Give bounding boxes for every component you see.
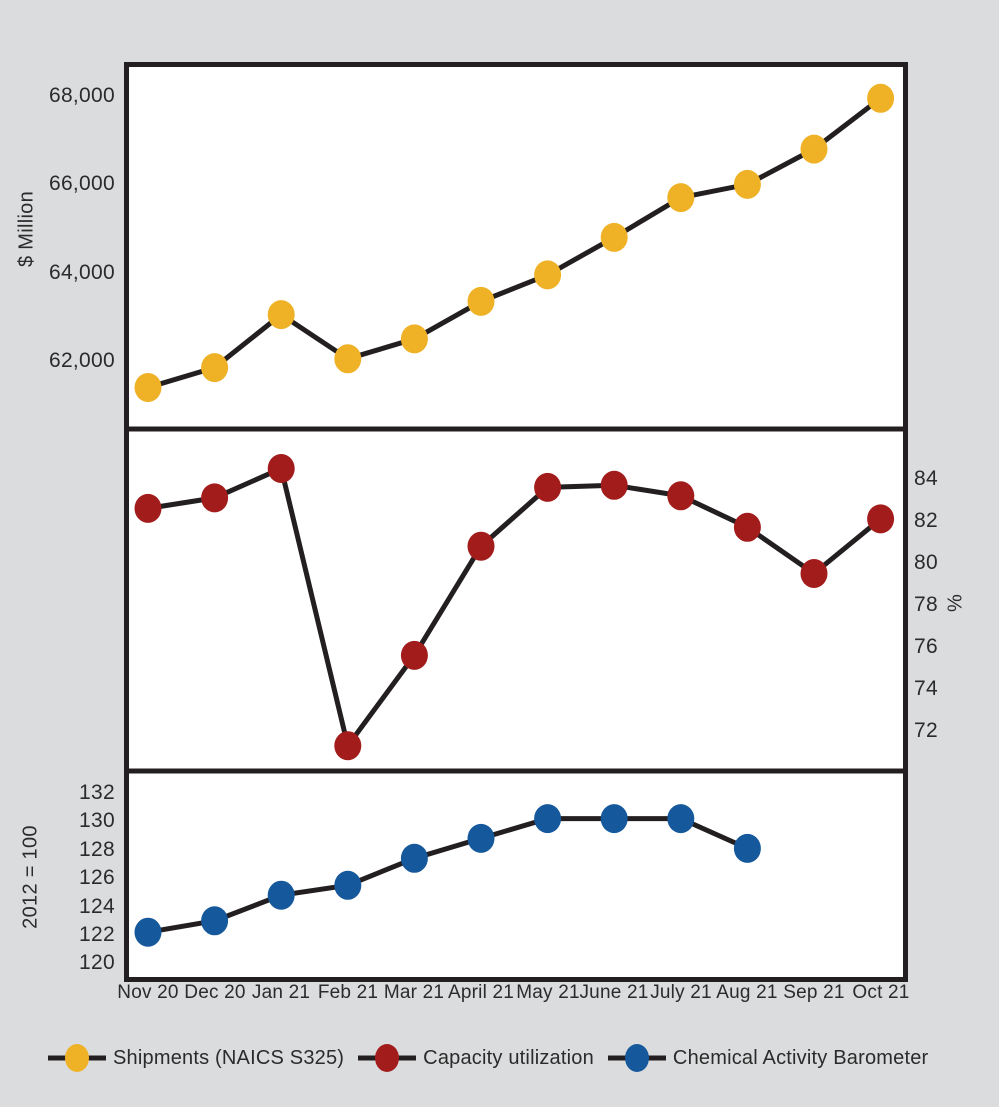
y-tick-label: 120 [79,951,115,974]
data-point [600,470,628,500]
series-line [147,816,749,935]
data-point [733,833,761,863]
legend-item-shipments: Shipments (NAICS S325) [48,1041,344,1075]
data-point [800,559,828,588]
x-tick-label: April 21 [447,982,515,1003]
data-point [667,183,695,213]
y-tick-label: 126 [79,866,115,889]
data-point [267,300,295,330]
y-tick-label: 74 [914,677,938,700]
data-point [534,260,562,290]
y-tick-label: 78 [914,593,938,616]
data-point [534,472,562,502]
data-point [467,823,495,853]
x-tick-label: Aug 21 [716,982,778,1003]
legend-item-barometer: Chemical Activity Barometer [607,1041,929,1075]
data-point [201,353,229,383]
y-axis-title-shipments: $ Million [15,190,38,268]
legend-dot [375,1044,400,1072]
x-tick-label: Mar 21 [383,982,445,1003]
data-point [667,804,695,834]
capacity-marker-icon [358,1041,417,1075]
data-point [267,454,295,483]
data-point [467,286,495,316]
x-tick-label: May 21 [516,982,580,1003]
x-tick-label: July 21 [650,982,712,1003]
data-point [467,531,495,561]
legend-item-capacity: Capacity utilization [358,1041,594,1075]
data-point [134,493,162,523]
y-tick-label: 82 [914,509,938,532]
barometer-marker-icon [607,1041,666,1075]
data-point [600,804,628,834]
y-tick-label: 72 [914,719,938,742]
y-tick-label: 124 [79,895,115,918]
legend-label-shipments: Shipments (NAICS S325) [113,1046,345,1069]
data-point [733,512,761,542]
data-point [400,640,428,670]
data-point [400,324,428,354]
legend-dot [65,1044,89,1072]
data-point [800,134,828,164]
data-point [334,731,362,761]
x-tick-label: Feb 21 [317,982,379,1003]
data-point [867,83,895,113]
data-point [134,373,162,402]
legend-label-barometer: Chemical Activity Barometer [672,1046,929,1069]
y-tick-label: 76 [914,635,938,658]
y-tick-label: 68,000 [48,84,115,107]
plot-area [124,62,908,982]
legend-label-capacity: Capacity utilization [423,1046,594,1069]
chart-plot [129,83,903,947]
y-tick-label: 62,000 [48,349,115,372]
data-point [334,870,362,900]
y-tick-label: 122 [79,923,115,946]
data-point [134,917,162,947]
y-tick-label: 128 [79,838,115,861]
y-tick-label: 130 [79,809,115,832]
y-tick-label: 64,000 [48,261,115,284]
x-tick-label: June 21 [579,982,649,1003]
y-tick-label: 80 [914,551,938,574]
data-point [400,843,428,873]
data-point [334,344,362,374]
y-tick-label: 132 [79,781,115,804]
data-point [267,880,295,910]
x-tick-label: Jan 21 [251,982,311,1003]
x-tick-label: Sep 21 [783,982,845,1003]
legend-dot [624,1044,649,1072]
legend: Shipments (NAICS S325) Capacity utilizat… [48,1040,928,1076]
data-point [667,481,695,511]
data-point [201,483,229,513]
data-point [201,906,229,936]
y-tick-label: 84 [914,467,938,490]
shipments-marker-icon [48,1041,106,1075]
data-point [534,804,562,834]
series-line [147,96,883,390]
x-tick-label: Nov 20 [117,982,179,1003]
data-point [733,169,761,199]
x-tick-label: Oct 21 [852,982,910,1003]
series-line [147,465,883,752]
data-point [600,222,628,252]
y-tick-label: 66,000 [48,172,115,195]
x-tick-label: Dec 20 [184,982,246,1003]
data-point [867,504,895,534]
